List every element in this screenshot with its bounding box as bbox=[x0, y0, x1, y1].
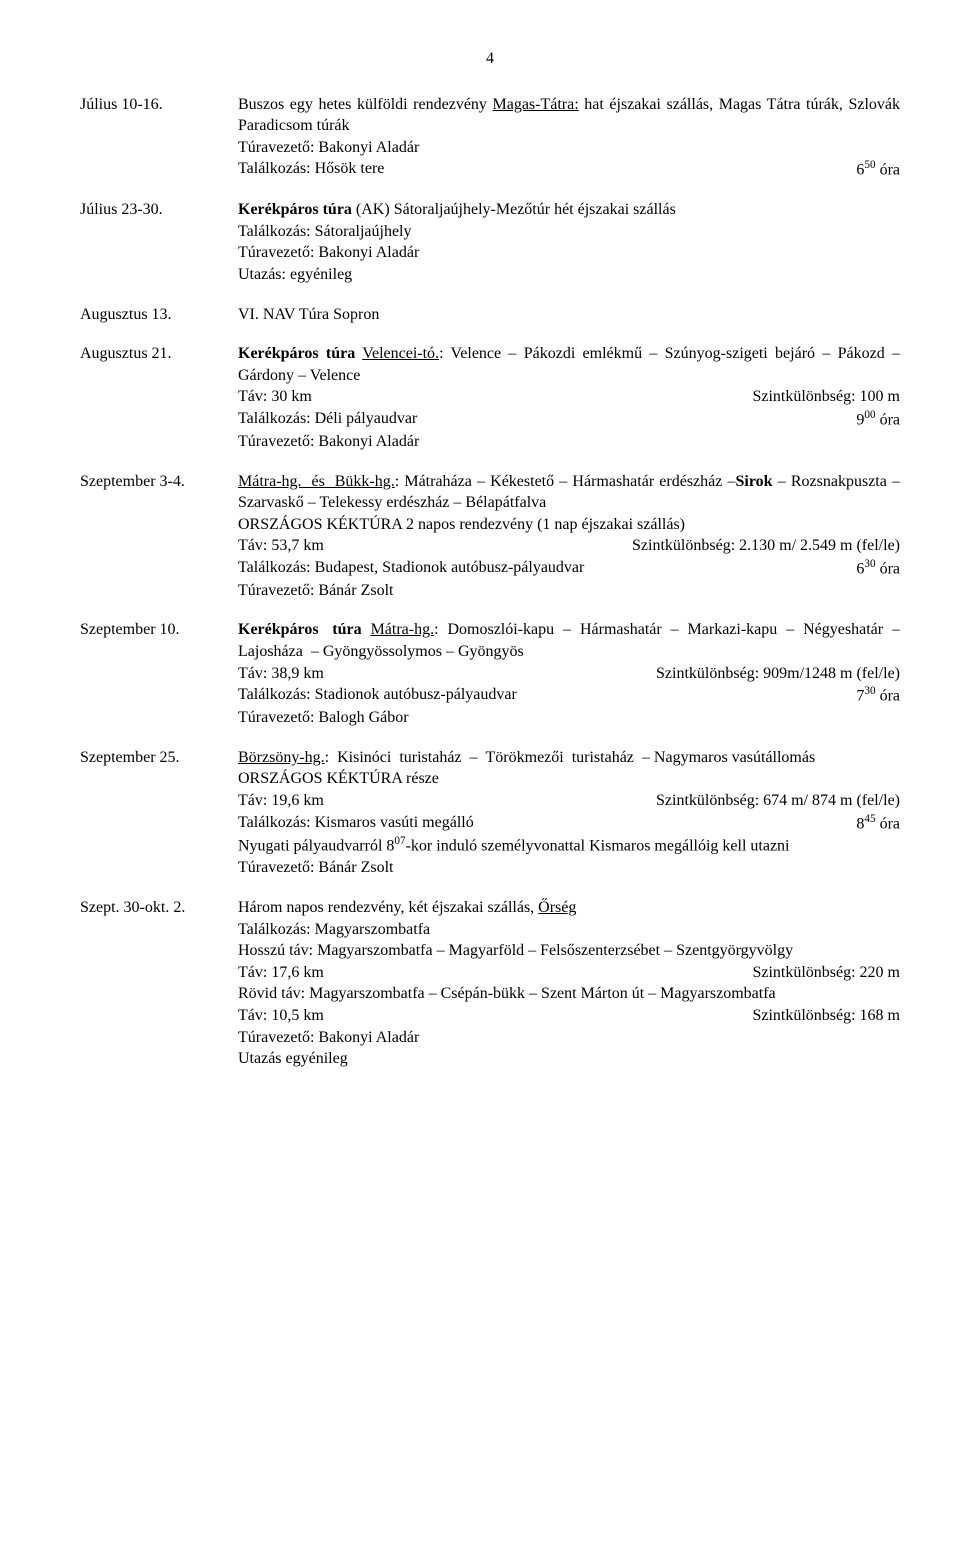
line-left: Táv: 38,9 km bbox=[238, 663, 324, 685]
line-right: 650 óra bbox=[856, 158, 900, 181]
entry-line: Táv: 30 km Szintkülönbség: 100 m bbox=[238, 386, 900, 408]
line-left: Táv: 53,7 km bbox=[238, 535, 324, 557]
entry-line: Túravezető: Bakonyi Aladár bbox=[238, 137, 900, 159]
schedule-entry: Szeptember 25.Börzsöny-hg.: Kisinóci tur… bbox=[80, 747, 900, 879]
entry-line: Találkozás: Hősök tere 650 óra bbox=[238, 158, 900, 181]
entry-line: Buszos egy hetes külföldi rendezvény Mag… bbox=[238, 94, 900, 137]
entry-line: VI. NAV Túra Sopron bbox=[238, 304, 900, 326]
entry-line: Találkozás: Budapest, Stadionok autóbusz… bbox=[238, 557, 900, 580]
line-left: Táv: 17,6 km bbox=[238, 962, 324, 984]
line-right: 630 óra bbox=[856, 557, 900, 580]
schedule-entry: Július 10-16.Buszos egy hetes külföldi r… bbox=[80, 94, 900, 182]
entry-line: Kerékpáros túra Velencei-tó.: Velence – … bbox=[238, 343, 900, 386]
entry-date: Július 10-16. bbox=[80, 94, 238, 182]
entry-line: Találkozás: Déli pályaudvar 900 óra bbox=[238, 408, 900, 431]
entry-line: Táv: 53,7 km Szintkülönbség: 2.130 m/ 2.5… bbox=[238, 535, 900, 557]
entry-line: Találkozás: Kismaros vasúti megálló 845 ó… bbox=[238, 812, 900, 835]
entry-date: Szeptember 3-4. bbox=[80, 471, 238, 602]
entry-body: VI. NAV Túra Sopron bbox=[238, 304, 900, 326]
schedule-entry: Szeptember 10.Kerékpáros túra Mátra-hg.:… bbox=[80, 619, 900, 728]
entry-line: Táv: 17,6 km Szintkülönbség: 220 m bbox=[238, 962, 900, 984]
entry-date: Szept. 30-okt. 2. bbox=[80, 897, 238, 1070]
line-right: Szintkülönbség: 674 m/ 874 m (fel/le) bbox=[656, 790, 900, 812]
entry-line: Túravezető: Bánár Zsolt bbox=[238, 857, 900, 879]
entry-line: Találkozás: Sátoraljaújhely bbox=[238, 221, 900, 243]
line-left: Találkozás: Budapest, Stadionok autóbusz… bbox=[238, 557, 584, 580]
entry-body: Kerékpáros túra (AK) Sátoraljaújhely-Mez… bbox=[238, 199, 900, 285]
line-right: Szintkülönbség: 220 m bbox=[752, 962, 900, 984]
entries-container: Július 10-16.Buszos egy hetes külföldi r… bbox=[80, 94, 900, 1070]
entry-line: Túravezető: Bakonyi Aladár bbox=[238, 1027, 900, 1049]
entry-line: Táv: 38,9 km Szintkülönbség: 909m/1248 m … bbox=[238, 663, 900, 685]
entry-line: Táv: 10,5 km Szintkülönbség: 168 m bbox=[238, 1005, 900, 1027]
line-right: 900 óra bbox=[856, 408, 900, 431]
entry-line: Túravezető: Balogh Gábor bbox=[238, 707, 900, 729]
entry-body: Buszos egy hetes külföldi rendezvény Mag… bbox=[238, 94, 900, 182]
line-right: 845 óra bbox=[856, 812, 900, 835]
page-number: 4 bbox=[80, 48, 900, 70]
entry-line: Utazás egyénileg bbox=[238, 1048, 900, 1070]
line-right: 730 óra bbox=[856, 684, 900, 707]
entry-line: Nyugati pályaudvarról 807-kor induló sze… bbox=[238, 834, 900, 857]
schedule-entry: Augusztus 21.Kerékpáros túra Velencei-tó… bbox=[80, 343, 900, 452]
line-right: Szintkülönbség: 2.130 m/ 2.549 m (fel/le… bbox=[632, 535, 900, 557]
line-right: Szintkülönbség: 909m/1248 m (fel/le) bbox=[656, 663, 900, 685]
line-left: Találkozás: Stadionok autóbusz-pályaudva… bbox=[238, 684, 517, 707]
line-left: Táv: 30 km bbox=[238, 386, 312, 408]
schedule-entry: Augusztus 13.VI. NAV Túra Sopron bbox=[80, 304, 900, 326]
entry-line: Túravezető: Bakonyi Aladár bbox=[238, 431, 900, 453]
schedule-entry: Szept. 30-okt. 2.Három napos rendezvény,… bbox=[80, 897, 900, 1070]
entry-line: Túravezető: Bakonyi Aladár bbox=[238, 242, 900, 264]
entry-line: Kerékpáros túra Mátra-hg.: Domoszlói-kap… bbox=[238, 619, 900, 662]
entry-line: Utazás: egyénileg bbox=[238, 264, 900, 286]
entry-line: Táv: 19,6 km Szintkülönbség: 674 m/ 874 m… bbox=[238, 790, 900, 812]
schedule-entry: Július 23-30.Kerékpáros túra (AK) Sátora… bbox=[80, 199, 900, 285]
entry-date: Augusztus 21. bbox=[80, 343, 238, 452]
entry-body: Kerékpáros túra Mátra-hg.: Domoszlói-kap… bbox=[238, 619, 900, 728]
entry-line: Kerékpáros túra (AK) Sátoraljaújhely-Mez… bbox=[238, 199, 900, 221]
line-left: Találkozás: Hősök tere bbox=[238, 158, 384, 181]
line-left: Találkozás: Déli pályaudvar bbox=[238, 408, 417, 431]
entry-line: Mátra-hg. és Bükk-hg.: Mátraháza – Kékes… bbox=[238, 471, 900, 514]
entry-date: Augusztus 13. bbox=[80, 304, 238, 326]
entry-body: Börzsöny-hg.: Kisinóci turistaház – Törö… bbox=[238, 747, 900, 879]
entry-body: Kerékpáros túra Velencei-tó.: Velence – … bbox=[238, 343, 900, 452]
line-right: Szintkülönbség: 168 m bbox=[752, 1005, 900, 1027]
entry-line: ORSZÁGOS KÉKTÚRA része bbox=[238, 768, 900, 790]
entry-line: Három napos rendezvény, két éjszakai szá… bbox=[238, 897, 900, 919]
schedule-entry: Szeptember 3-4.Mátra-hg. és Bükk-hg.: Má… bbox=[80, 471, 900, 602]
line-right: Szintkülönbség: 100 m bbox=[752, 386, 900, 408]
entry-line: Börzsöny-hg.: Kisinóci turistaház – Törö… bbox=[238, 747, 900, 769]
line-left: Találkozás: Kismaros vasúti megálló bbox=[238, 812, 474, 835]
entry-body: Három napos rendezvény, két éjszakai szá… bbox=[238, 897, 900, 1070]
entry-line: Túravezető: Bánár Zsolt bbox=[238, 580, 900, 602]
line-left: Táv: 10,5 km bbox=[238, 1005, 324, 1027]
entry-date: Szeptember 25. bbox=[80, 747, 238, 879]
entry-date: Július 23-30. bbox=[80, 199, 238, 285]
entry-line: Rövid táv: Magyarszombatfa – Csépán-bükk… bbox=[238, 983, 900, 1005]
entry-line: ORSZÁGOS KÉKTÚRA 2 napos rendezvény (1 n… bbox=[238, 514, 900, 536]
entry-line: Találkozás: Stadionok autóbusz-pályaudva… bbox=[238, 684, 900, 707]
entry-line: Találkozás: Magyarszombatfa bbox=[238, 919, 900, 941]
entry-body: Mátra-hg. és Bükk-hg.: Mátraháza – Kékes… bbox=[238, 471, 900, 602]
entry-line: Hosszú táv: Magyarszombatfa – Magyarföld… bbox=[238, 940, 900, 962]
line-left: Táv: 19,6 km bbox=[238, 790, 324, 812]
entry-date: Szeptember 10. bbox=[80, 619, 238, 728]
